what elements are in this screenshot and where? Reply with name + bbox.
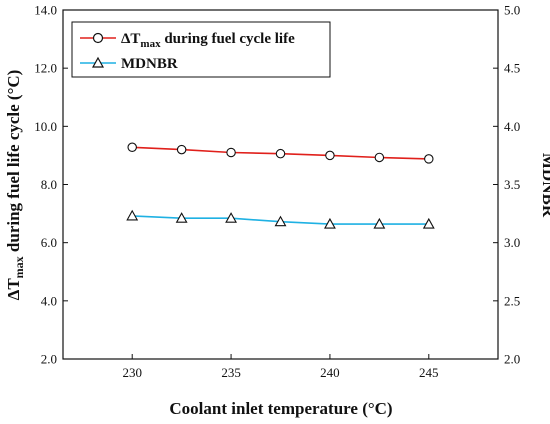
data-point-triangle	[422, 217, 435, 229]
left-y-tick-label: 8.0	[41, 177, 57, 192]
data-point-triangle	[126, 209, 139, 221]
legend: ΔTmax during fuel cycle life MDNBR	[71, 21, 331, 78]
right-y-tick-label: 2.5	[504, 293, 520, 308]
data-point-circle	[275, 148, 286, 159]
left-axis-title: ΔTmax during fuel life cycle (°C)	[4, 70, 26, 301]
data-point-triangle	[323, 217, 336, 229]
left-axis-title-subscript: max	[12, 256, 26, 278]
right-y-tick-label: 4.0	[504, 119, 520, 134]
right-y-tick-label: 2.0	[504, 352, 520, 367]
data-point-triangle	[274, 215, 287, 227]
data-point-circle	[374, 152, 385, 163]
right-y-tick-label: 4.5	[504, 61, 520, 76]
data-point-circle	[424, 154, 434, 164]
x-tick-label: 245	[419, 365, 439, 380]
legend-label-delta-t: ΔTmax during fuel cycle life	[121, 31, 295, 50]
legend-marker-circle	[92, 32, 104, 44]
legend-label-mdnbr: MDNBR	[121, 56, 178, 72]
left-y-tick-label: 12.0	[34, 61, 57, 76]
legend-box	[71, 21, 331, 78]
x-tick-label: 230	[122, 365, 142, 380]
left-y-tick-label: 6.0	[41, 235, 57, 250]
right-y-tick-label: 3.0	[504, 235, 520, 250]
data-point-circle	[226, 147, 236, 158]
data-point-triangle	[373, 217, 386, 229]
legend-marker-triangle	[91, 56, 105, 68]
left-y-tick-label: 14.0	[34, 3, 57, 18]
right-y-tick-label: 5.0	[504, 3, 520, 18]
right-y-tick-label: 3.5	[504, 177, 520, 192]
legend-label-subscript: max	[140, 38, 161, 50]
data-point-triangle	[225, 212, 238, 223]
x-axis-title: Coolant inlet temperature (°C)	[169, 399, 392, 418]
x-tick-label: 240	[320, 365, 340, 380]
data-point-circle	[127, 142, 137, 153]
left-y-tick-label: 4.0	[41, 293, 57, 308]
left-y-tick-label: 10.0	[34, 119, 57, 134]
left-y-tick-label: 2.0	[41, 352, 57, 367]
right-axis-title: MDNBR	[539, 153, 550, 218]
data-point-triangle	[175, 212, 188, 223]
data-point-circle	[176, 144, 187, 155]
data-point-circle	[325, 150, 335, 161]
x-tick-label: 235	[221, 365, 241, 380]
